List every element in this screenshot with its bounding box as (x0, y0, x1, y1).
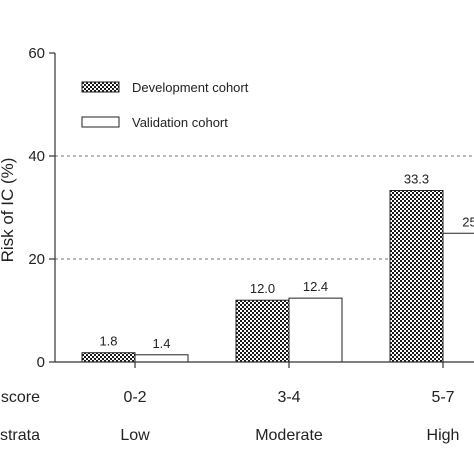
bar-development-3-4 (235, 299, 290, 363)
y-tick-label: 40 (28, 148, 45, 165)
legend-label-development: Development cohort (132, 80, 249, 95)
category-rows: score strata (0, 389, 40, 444)
legend-label-validation: Validation cohort (132, 115, 228, 130)
bars (81, 190, 474, 363)
bar-validation-5-7 (442, 232, 474, 363)
x-tick-label-score: 0-2 (123, 389, 146, 406)
x-tick-label-score: 3-4 (277, 389, 300, 406)
x-ticks: 0-2 Low 3-4 Moderate 5-7 High (120, 362, 459, 444)
x-tick-label-strata: High (427, 427, 460, 444)
bar-development-0-2 (81, 352, 136, 363)
data-label-development: 33.3 (404, 172, 429, 187)
data-labels: 1.8 1.4 12.0 12.4 33.3 25 (99, 172, 474, 351)
data-label-development: 1.8 (99, 334, 117, 349)
row-label-strata: strata (0, 427, 40, 444)
data-label-validation: 25 (462, 214, 474, 229)
legend: Development cohort Validation cohort (81, 80, 249, 130)
bar-validation-3-4 (288, 297, 343, 363)
bar-validation-0-2 (134, 354, 189, 363)
y-tick-label: 20 (28, 251, 45, 268)
x-tick-label-strata: Moderate (255, 427, 323, 444)
y-axis-label: Risk of IC (%) (0, 158, 17, 263)
y-tick-label: 0 (37, 354, 45, 371)
x-tick-label-score: 5-7 (431, 389, 454, 406)
bar-development-5-7 (389, 190, 444, 363)
legend-swatch-validation (81, 116, 120, 128)
data-label-development: 12.0 (250, 281, 275, 296)
x-tick-label-strata: Low (120, 427, 150, 444)
data-label-validation: 1.4 (152, 336, 170, 351)
data-label-validation: 12.4 (303, 279, 328, 294)
legend-swatch-development (81, 81, 120, 93)
row-label-score: score (1, 389, 40, 406)
y-ticks: 0 20 40 60 (28, 45, 55, 371)
y-tick-label: 60 (28, 45, 45, 62)
